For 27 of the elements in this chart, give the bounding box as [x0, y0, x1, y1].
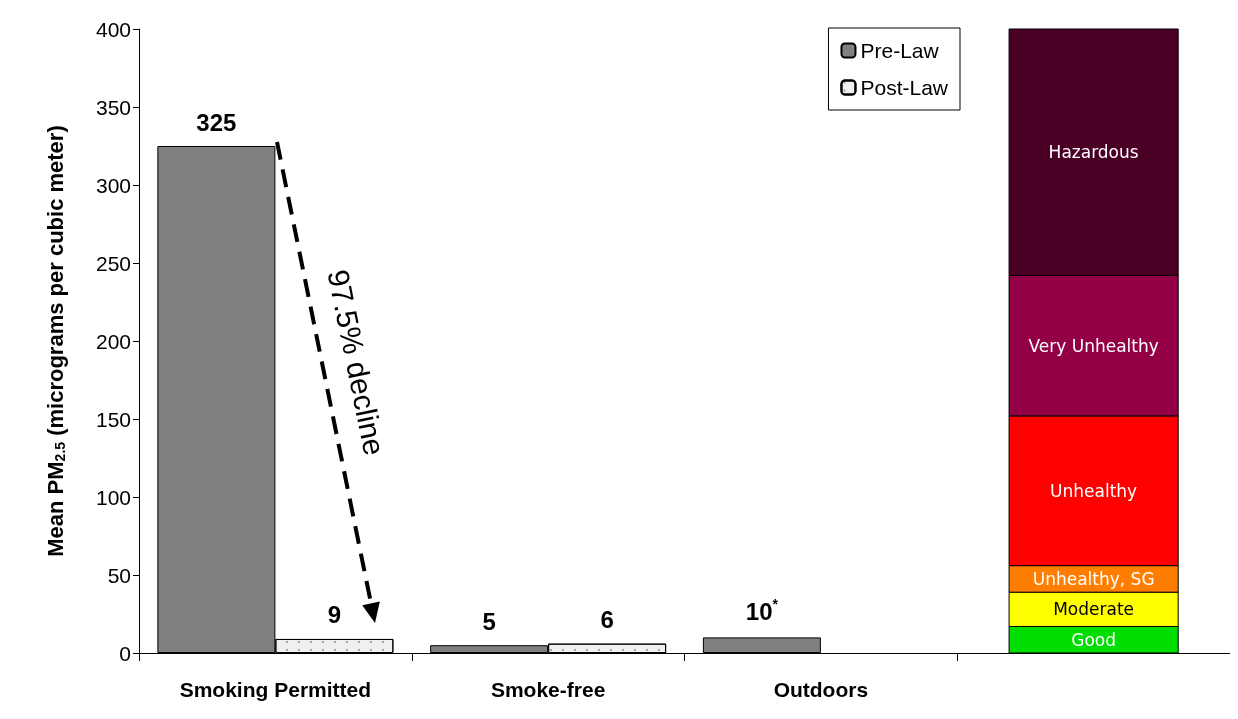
y-tick-label: 300	[95, 173, 131, 197]
y-tick-label: 50	[107, 563, 131, 587]
band-label: Moderate	[1053, 599, 1135, 620]
data-label: 325	[196, 108, 237, 136]
x-tick-label: Outdoors	[773, 678, 869, 701]
legend-label: Post-Law	[860, 76, 949, 99]
data-label: 5	[482, 607, 496, 635]
band-label: Very Unhealthy	[1028, 335, 1159, 356]
x-tick-label: Smoking Permitted	[179, 678, 372, 701]
y-tick-label: 150	[95, 407, 131, 431]
y-axis-title: Mean PM2.5 (micrograms per cubic meter)	[42, 125, 68, 557]
band-label: Unhealthy, SG	[1032, 568, 1155, 589]
data-label: 6	[600, 606, 614, 634]
annotation: 97.5% decline	[321, 266, 392, 459]
y-tick-label: 350	[95, 95, 131, 119]
band-label: Good	[1071, 629, 1117, 650]
legend-label: Pre-Law	[860, 39, 940, 62]
x-tick-label: Smoke-free	[490, 678, 606, 701]
band-label: Hazardous	[1048, 142, 1139, 163]
y-tick-label: 400	[95, 17, 131, 41]
y-tick-label: 200	[95, 329, 131, 353]
data-label: 9	[327, 601, 342, 629]
band-label: Unhealthy	[1050, 480, 1138, 501]
y-tick-label: 100	[95, 485, 131, 509]
data-label: 10*	[745, 596, 779, 625]
y-tick-label: 250	[95, 251, 131, 275]
y-tick-label: 0	[119, 641, 131, 665]
